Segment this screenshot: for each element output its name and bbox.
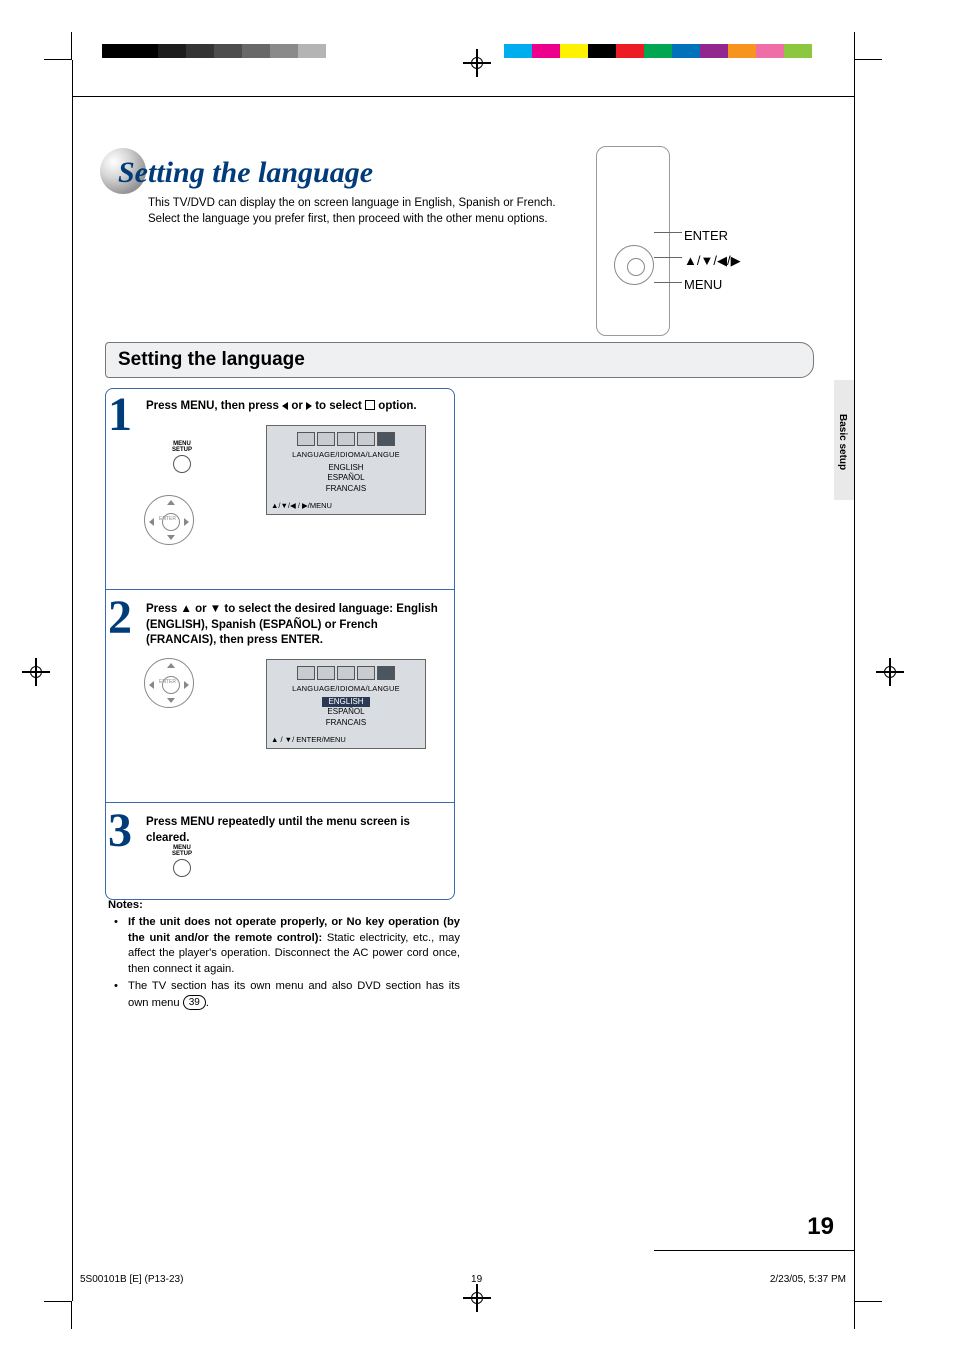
swatch bbox=[532, 44, 560, 58]
osd-title: LANGUAGE/IDIOMA/LANGUE bbox=[271, 450, 421, 459]
swatch bbox=[504, 44, 532, 58]
remote-dpad-icon bbox=[614, 245, 654, 285]
side-tab-label: Basic setup bbox=[837, 414, 848, 470]
swatch bbox=[186, 44, 214, 58]
osd-option: FRANCAIS bbox=[271, 484, 421, 495]
step-number: 2 bbox=[108, 590, 132, 645]
osd-screenshot-1: LANGUAGE/IDIOMA/LANGUE ENGLISHESPAÑOLFRA… bbox=[266, 425, 426, 515]
page-title: Setting the language bbox=[118, 156, 373, 190]
swatch bbox=[560, 44, 588, 58]
swatch bbox=[130, 44, 158, 58]
step-number: 1 bbox=[108, 387, 132, 442]
registration-mark-left bbox=[28, 664, 44, 680]
side-tab: Basic setup bbox=[834, 380, 854, 500]
crop-mark-tl bbox=[44, 32, 72, 60]
page-number-rule bbox=[654, 1250, 854, 1251]
step-separator bbox=[106, 589, 454, 590]
remote-label-menu: MENU bbox=[684, 273, 741, 298]
dpad-icon: ENTER bbox=[144, 658, 194, 708]
note-item-1: If the unit does not operate properly, o… bbox=[118, 915, 460, 977]
swatch bbox=[242, 44, 270, 58]
crop-mark-tr bbox=[854, 32, 882, 60]
swatch bbox=[756, 44, 784, 58]
registration-mark-right bbox=[882, 664, 898, 680]
step-1: 1 Press MENU, then press or to select op… bbox=[112, 399, 444, 575]
page-rule-left bbox=[72, 60, 73, 1301]
step-2: 2 Press ▲ or ▼ to select the desired lan… bbox=[112, 602, 444, 788]
swatch bbox=[672, 44, 700, 58]
menu-setup-button-icon: MENU SETUP bbox=[158, 441, 206, 473]
option-tab-icon bbox=[365, 400, 375, 410]
page-rule-right bbox=[854, 60, 855, 1301]
page-ref-badge: 39 bbox=[183, 995, 206, 1010]
remote-leader-line bbox=[654, 232, 682, 233]
osd-option: FRANCAIS bbox=[271, 718, 421, 729]
osd-option: ENGLISH bbox=[271, 463, 421, 474]
osd-screenshot-2: LANGUAGE/IDIOMA/LANGUE ENGLISHESPAÑOLFRA… bbox=[266, 659, 426, 749]
swatch bbox=[158, 44, 186, 58]
section-heading: Setting the language bbox=[118, 349, 801, 371]
swatch bbox=[298, 44, 326, 58]
osd-title: LANGUAGE/IDIOMA/LANGUE bbox=[271, 684, 421, 693]
swatch bbox=[102, 44, 130, 58]
page-rule-top bbox=[72, 96, 854, 97]
osd-option: ENGLISH bbox=[271, 697, 421, 708]
registration-mark-top bbox=[469, 55, 485, 71]
step-separator bbox=[106, 802, 454, 803]
footer-left: 5S00101B [E] (P13-23) bbox=[80, 1274, 183, 1285]
intro-paragraph: This TV/DVD can display the on screen la… bbox=[148, 196, 584, 227]
notes-heading: Notes: bbox=[108, 898, 460, 913]
remote-label-enter: ENTER bbox=[684, 224, 741, 249]
crop-mark-br bbox=[854, 1301, 882, 1329]
steps-panel: 1 Press MENU, then press or to select op… bbox=[105, 388, 455, 900]
swatch bbox=[616, 44, 644, 58]
swatch bbox=[728, 44, 756, 58]
swatch bbox=[214, 44, 242, 58]
step-3-instruction: Press MENU repeatedly until the menu scr… bbox=[146, 815, 444, 846]
note-item-2: The TV section has its own menu and also… bbox=[118, 979, 460, 1011]
section-heading-band: Setting the language bbox=[105, 342, 814, 378]
menu-setup-button-icon: MENU SETUP bbox=[158, 845, 206, 877]
remote-callout-labels: ENTER ▲/▼/◀/▶ MENU bbox=[684, 224, 741, 298]
swatch bbox=[270, 44, 298, 58]
print-footer: 5S00101B [E] (P13-23) 19 2/23/05, 5:37 P… bbox=[80, 1274, 846, 1285]
footer-center: 19 bbox=[471, 1274, 482, 1285]
page-number: 19 bbox=[807, 1213, 834, 1241]
step-3: 3 Press MENU repeatedly until the menu s… bbox=[112, 815, 444, 885]
osd-option: ESPAÑOL bbox=[271, 707, 421, 718]
notes-section: Notes: If the unit does not operate prop… bbox=[108, 898, 460, 1013]
remote-label-arrows: ▲/▼/◀/▶ bbox=[684, 249, 741, 274]
swatch bbox=[588, 44, 616, 58]
step-2-instruction: Press ▲ or ▼ to select the desired langu… bbox=[146, 602, 444, 649]
remote-leader-line bbox=[654, 257, 682, 258]
grayscale-swatch-bar bbox=[102, 44, 354, 58]
crop-mark-bl bbox=[44, 1301, 72, 1329]
color-swatch-bar bbox=[504, 44, 840, 58]
swatch bbox=[700, 44, 728, 58]
footer-right: 2/23/05, 5:37 PM bbox=[770, 1274, 846, 1285]
remote-control-diagram bbox=[596, 146, 670, 336]
dpad-icon: ENTER bbox=[144, 495, 194, 545]
swatch bbox=[326, 44, 354, 58]
remote-leader-line bbox=[654, 282, 682, 283]
swatch bbox=[784, 44, 812, 58]
step-number: 3 bbox=[108, 803, 132, 858]
registration-mark-bottom bbox=[469, 1290, 485, 1306]
swatch bbox=[644, 44, 672, 58]
osd-footer: ▲/▼/◀ / ▶/MENU bbox=[271, 501, 421, 510]
swatch bbox=[812, 44, 840, 58]
osd-option: ESPAÑOL bbox=[271, 473, 421, 484]
step-1-instruction: Press MENU, then press or to select opti… bbox=[146, 399, 444, 415]
osd-footer: ▲ / ▼/ ENTER/MENU bbox=[271, 735, 421, 744]
